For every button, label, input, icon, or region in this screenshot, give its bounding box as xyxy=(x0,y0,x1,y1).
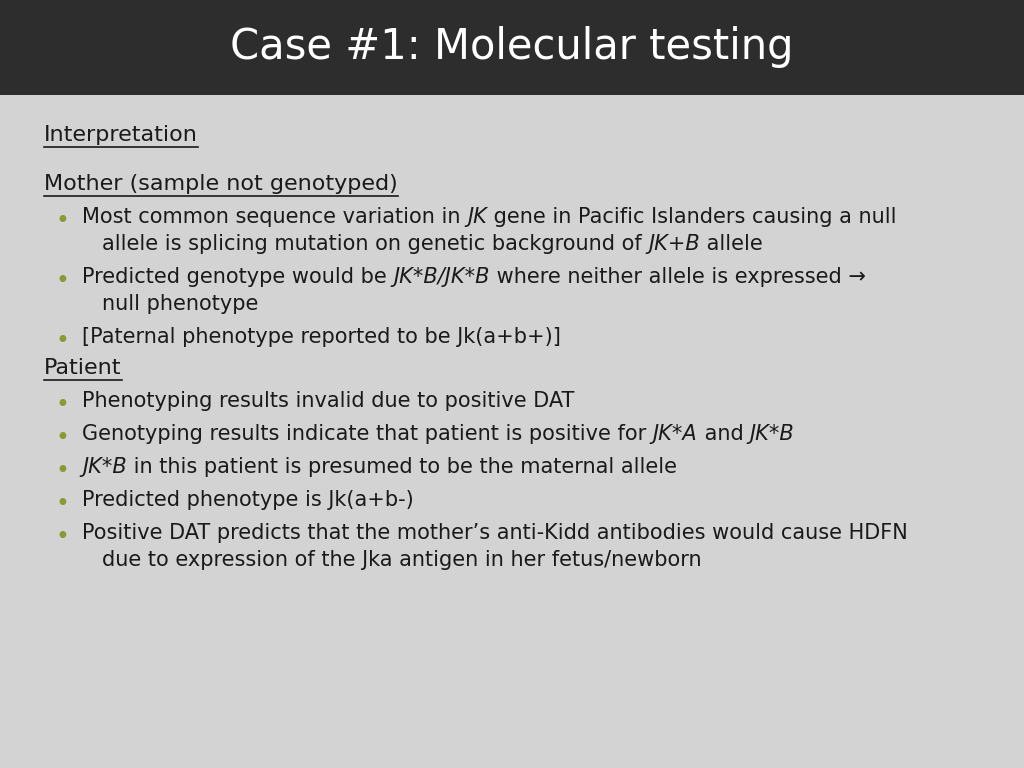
Text: gene in Pacific Islanders causing a null: gene in Pacific Islanders causing a null xyxy=(487,207,896,227)
Text: Predicted genotype would be: Predicted genotype would be xyxy=(82,267,393,287)
Text: JK*A: JK*A xyxy=(653,424,697,444)
Text: JK: JK xyxy=(467,207,487,227)
Text: Genotyping results indicate that patient is positive for: Genotyping results indicate that patient… xyxy=(82,424,653,444)
Text: due to expression of the Jka antigen in her fetus/newborn: due to expression of the Jka antigen in … xyxy=(102,550,701,570)
Text: JK+B: JK+B xyxy=(648,234,700,254)
Text: allele: allele xyxy=(700,234,763,254)
Text: •: • xyxy=(55,426,69,450)
Text: •: • xyxy=(55,525,69,549)
Text: where neither allele is expressed →: where neither allele is expressed → xyxy=(489,267,865,287)
Text: •: • xyxy=(55,393,69,417)
Text: Phenotyping results invalid due to positive DAT: Phenotyping results invalid due to posit… xyxy=(82,391,574,411)
Text: and: and xyxy=(697,424,750,444)
Text: JK*B: JK*B xyxy=(750,424,795,444)
Text: Positive DAT predicts that the mother’s anti-Kidd antibodies would cause HDFN: Positive DAT predicts that the mother’s … xyxy=(82,523,907,543)
Text: Most common sequence variation in: Most common sequence variation in xyxy=(82,207,467,227)
Text: •: • xyxy=(55,209,69,233)
Text: •: • xyxy=(55,459,69,483)
Text: allele is splicing mutation on genetic background of: allele is splicing mutation on genetic b… xyxy=(102,234,648,254)
Text: Predicted phenotype is Jk(a+b-): Predicted phenotype is Jk(a+b-) xyxy=(82,490,414,510)
Text: Patient: Patient xyxy=(44,358,122,378)
Text: [Paternal phenotype reported to be Jk(a+b+)]: [Paternal phenotype reported to be Jk(a+… xyxy=(82,327,561,347)
Text: Mother (sample not genotyped): Mother (sample not genotyped) xyxy=(44,174,397,194)
Text: Case #1: Molecular testing: Case #1: Molecular testing xyxy=(230,27,794,68)
FancyBboxPatch shape xyxy=(0,0,1024,95)
Text: •: • xyxy=(55,269,69,293)
Text: •: • xyxy=(55,492,69,516)
Text: in this patient is presumed to be the maternal allele: in this patient is presumed to be the ma… xyxy=(127,457,677,477)
Text: JK*B: JK*B xyxy=(82,457,127,477)
Text: JK*B/JK*B: JK*B/JK*B xyxy=(393,267,489,287)
Text: null phenotype: null phenotype xyxy=(102,294,258,314)
Text: Interpretation: Interpretation xyxy=(44,125,198,145)
Text: •: • xyxy=(55,329,69,353)
